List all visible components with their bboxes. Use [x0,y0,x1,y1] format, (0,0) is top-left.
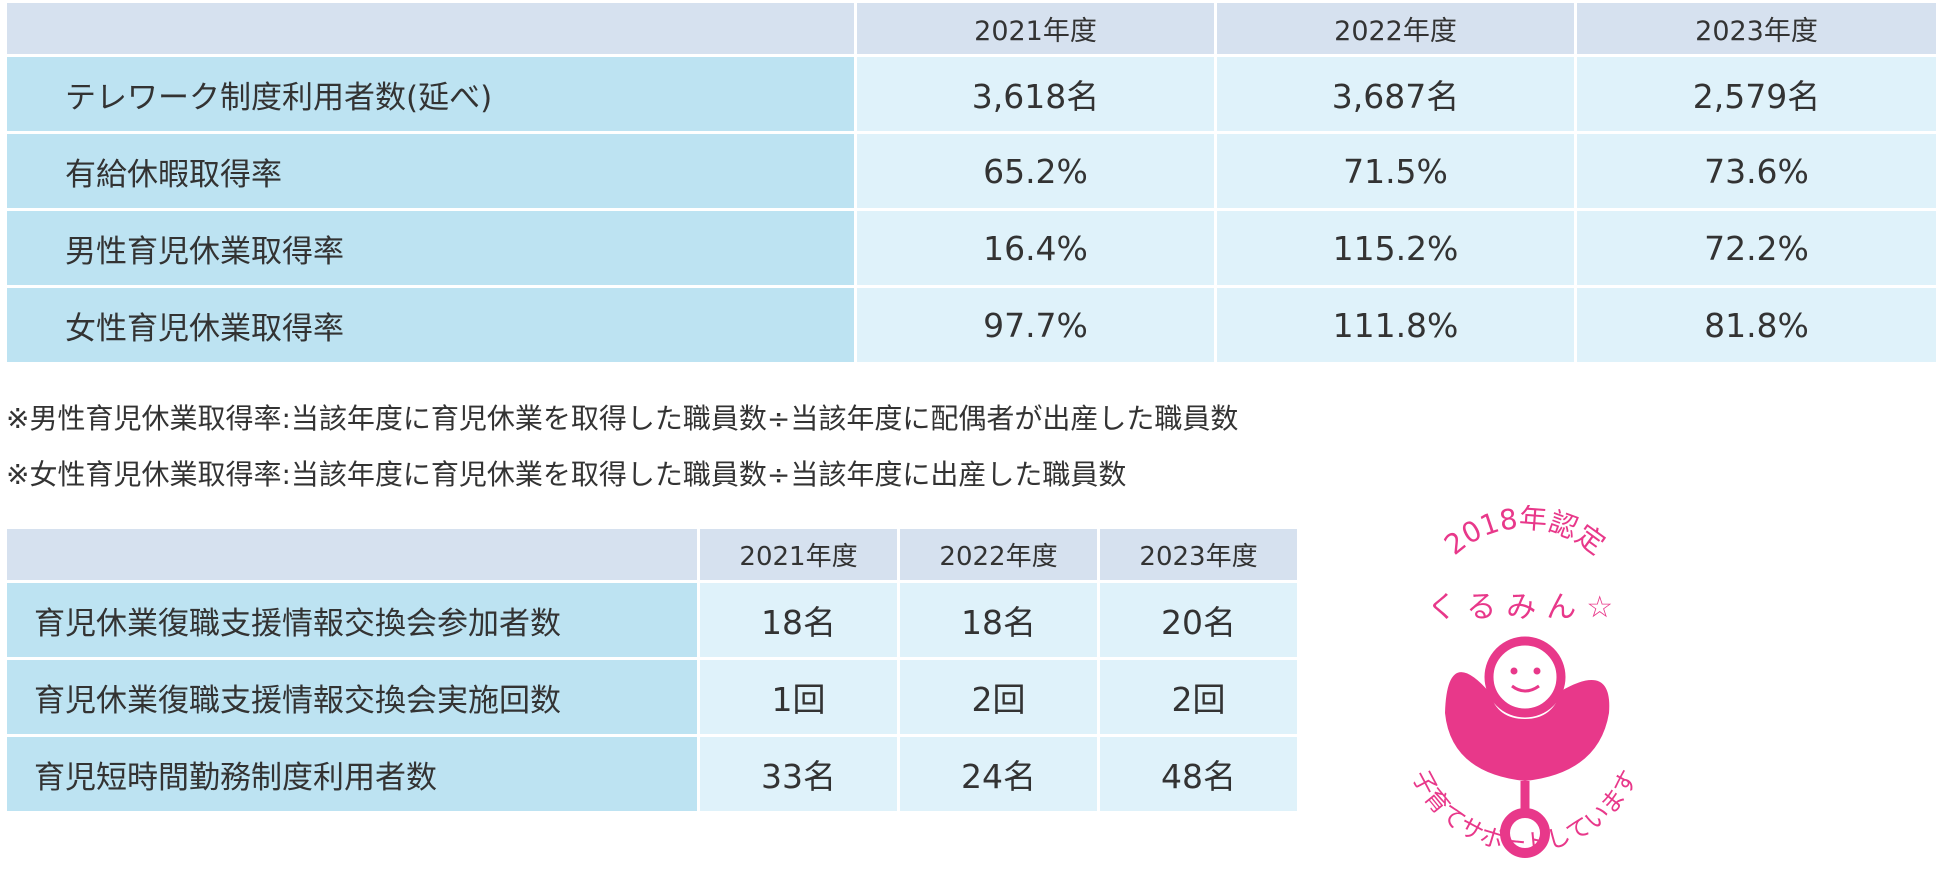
column-header: 2021年度 [700,529,897,580]
kurumin-logo: 2018年認定 くるみん☆ 子育てサポートしています [1406,505,1644,858]
row-label: 女性育児休業取得率 [7,288,854,362]
column-header: 2021年度 [857,3,1214,54]
table-row: 育児短時間勤務制度利用者数 33名 24名 48名 [7,737,1297,811]
table-row: 育児休業復職支援情報交換会実施回数 1回 2回 2回 [7,660,1297,734]
logo-top-text: 2018年認定 [1438,505,1611,561]
footnote: ※男性育児休業取得率:当該年度に育児休業を取得した職員数÷当該年度に配偶者が出産… [6,402,1239,435]
table-cell: 18名 [700,583,897,657]
table-cell: 18名 [900,583,1097,657]
table-header-row: 2021年度 2022年度 2023年度 [7,3,1936,54]
statistics-table: 2021年度 2022年度 2023年度 テレワーク制度利用者数(延べ) 3,6… [4,0,1939,365]
table-row: 女性育児休業取得率 97.7% 111.8% 81.8% [7,288,1936,362]
table-cell: 73.6% [1577,134,1936,208]
logo-name-text: くるみん☆ [1427,590,1623,625]
table-row: 育児休業復職支援情報交換会参加者数 18名 18名 20名 [7,583,1297,657]
table-cell: 65.2% [857,134,1214,208]
table-cell: 33名 [700,737,897,811]
table-cell: 71.5% [1217,134,1574,208]
table-cell: 2回 [900,660,1097,734]
column-header: 2022年度 [1217,3,1574,54]
table-row: 男性育児休業取得率 16.4% 115.2% 72.2% [7,211,1936,285]
table-cell: 115.2% [1217,211,1574,285]
table-cell: 111.8% [1217,288,1574,362]
table-cell: 24名 [900,737,1097,811]
table-row: 有給休暇取得率 65.2% 71.5% 73.6% [7,134,1936,208]
table-row: テレワーク制度利用者数(延べ) 3,618名 3,687名 2,579名 [7,57,1936,131]
row-label: 育児休業復職支援情報交換会実施回数 [7,660,697,734]
kurumin-mascot-icon [1445,636,1610,858]
table-cell: 2回 [1100,660,1297,734]
footnote: ※女性育児休業取得率:当該年度に育児休業を取得した職員数÷当該年度に出産した職員… [6,458,1127,491]
header-blank-cell [7,529,697,580]
table-cell: 3,687名 [1217,57,1574,131]
row-label: 男性育児休業取得率 [7,211,854,285]
row-label: 育児休業復職支援情報交換会参加者数 [7,583,697,657]
header-blank-cell [7,3,854,54]
table-cell: 72.2% [1577,211,1936,285]
table-cell: 16.4% [857,211,1214,285]
table-cell: 81.8% [1577,288,1936,362]
row-label: 有給休暇取得率 [7,134,854,208]
childcare-support-table: 2021年度 2022年度 2023年度 育児休業復職支援情報交換会参加者数 1… [4,526,1300,814]
column-header: 2023年度 [1100,529,1297,580]
row-label: テレワーク制度利用者数(延べ) [7,57,854,131]
table-cell: 3,618名 [857,57,1214,131]
table-header-row: 2021年度 2022年度 2023年度 [7,529,1297,580]
row-label: 育児短時間勤務制度利用者数 [7,737,697,811]
column-header: 2022年度 [900,529,1097,580]
table-cell: 48名 [1100,737,1297,811]
column-header: 2023年度 [1577,3,1936,54]
table-cell: 2,579名 [1577,57,1936,131]
table-cell: 20名 [1100,583,1297,657]
table-cell: 97.7% [857,288,1214,362]
table-cell: 1回 [700,660,897,734]
